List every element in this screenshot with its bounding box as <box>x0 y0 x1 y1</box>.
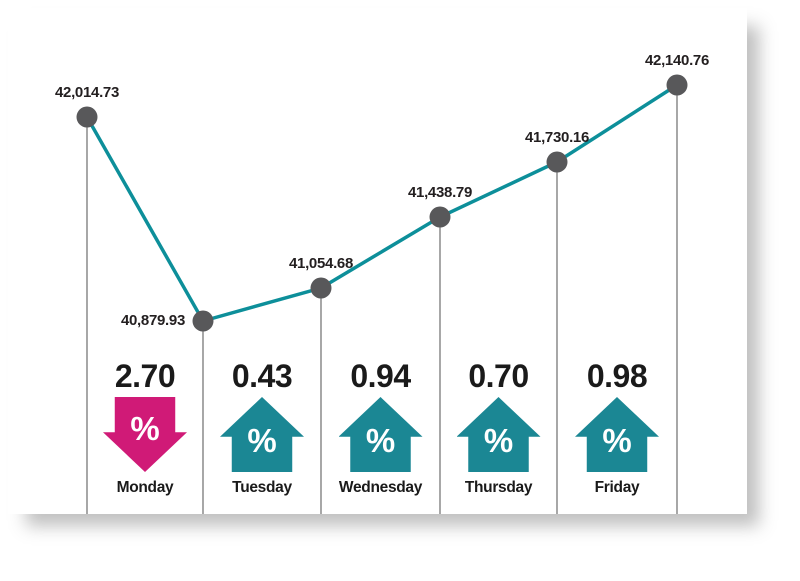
point-value-label: 41,438.79 <box>407 184 473 201</box>
percent-change-value: 0.98 <box>586 358 648 394</box>
percent-change-value: 0.43 <box>231 358 293 394</box>
data-point-dot <box>76 106 98 128</box>
day-label: Thursday <box>464 479 533 496</box>
arrow-up-icon: % <box>338 397 423 472</box>
day-label: Friday <box>594 479 640 496</box>
point-value-label: 40,879.93 <box>120 312 185 329</box>
data-point-dot <box>192 310 214 332</box>
percent-sign: % <box>483 422 514 459</box>
data-point-dot <box>429 206 451 228</box>
daily-change-column-wednesday: 0.94% Wednesday <box>322 8 440 514</box>
daily-change-column-tuesday: 0.43% Tuesday <box>203 8 321 514</box>
chart-card: 42,014.73 40,879.93 41,054.68 41,438.79 41,7… <box>8 8 747 514</box>
point-value-label: 41,730.16 <box>524 129 590 146</box>
percent-change-value: 0.94 <box>350 358 411 394</box>
percent-sign: % <box>247 422 277 459</box>
daily-change-column-monday: 2.70% Monday <box>86 8 204 514</box>
point-value-label: 42,140.76 <box>644 52 710 69</box>
day-label: Wednesday <box>338 479 423 496</box>
data-point-dot <box>546 151 568 173</box>
data-point-dot <box>666 74 688 96</box>
daily-change-column-thursday: 0.70% Thursday <box>440 8 558 514</box>
arrow-down-icon: % <box>103 397 187 472</box>
percent-sign: % <box>602 422 632 459</box>
trend-line <box>85 83 678 324</box>
day-label: Monday <box>116 479 174 496</box>
arrow-up-icon: % <box>456 397 541 472</box>
percent-sign: % <box>130 410 160 447</box>
data-point-dot <box>310 277 332 299</box>
arrow-up-icon: % <box>220 397 304 472</box>
point-value-label: 42,014.73 <box>54 84 120 101</box>
daily-change-column-friday: 0.98% Friday <box>558 8 676 514</box>
point-value-label: 41,054.68 <box>288 255 354 272</box>
arrow-up-icon: % <box>575 397 659 472</box>
percent-sign: % <box>365 422 396 459</box>
day-label: Tuesday <box>232 479 292 496</box>
percent-change-value: 0.70 <box>468 358 529 394</box>
percent-change-value: 2.70 <box>114 358 176 394</box>
line-chart <box>76 74 688 514</box>
